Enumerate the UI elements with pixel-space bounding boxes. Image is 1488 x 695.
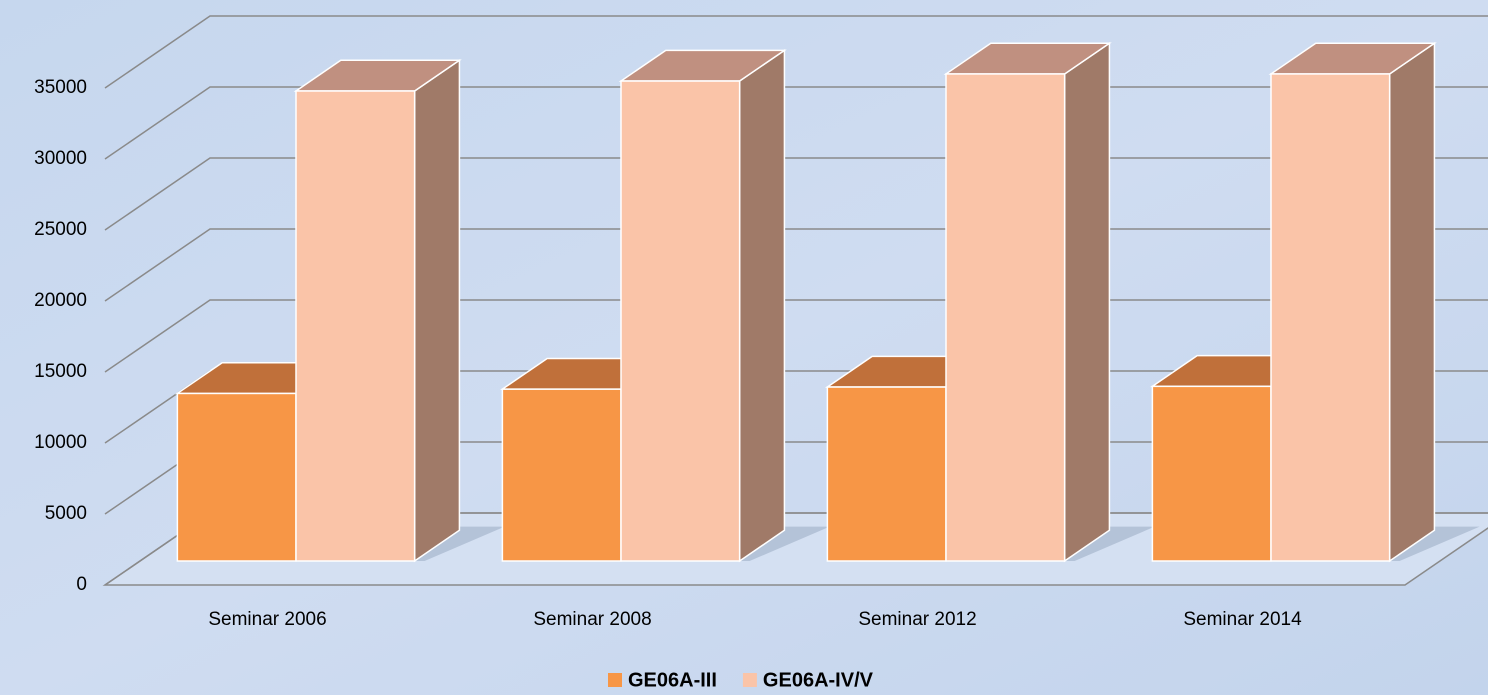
y-tick-label: 10000	[34, 432, 87, 453]
legend-label: GE06A-IV/V	[763, 669, 874, 691]
x-tick-label: Seminar 2008	[533, 609, 651, 630]
y-tick-label: 20000	[34, 290, 87, 311]
legend-label: GE06A-III	[628, 669, 717, 691]
bar	[826, 386, 947, 562]
y-tick-label: 0	[76, 574, 87, 595]
x-tick-label: Seminar 2006	[208, 609, 326, 630]
bar	[1151, 385, 1272, 562]
x-tick-label: Seminar 2012	[858, 609, 976, 630]
bar-side	[413, 58, 461, 563]
legend-swatch	[742, 673, 757, 687]
bar-side	[738, 48, 786, 563]
y-tick-label: 30000	[34, 148, 87, 169]
bar	[501, 388, 622, 562]
y-tick-label: 5000	[45, 503, 87, 524]
y-tick-label: 35000	[34, 77, 87, 98]
bar	[1270, 73, 1391, 562]
y-tick-label: 15000	[34, 361, 87, 382]
bar	[295, 90, 416, 562]
bar-side	[1388, 41, 1436, 563]
bar	[945, 73, 1066, 562]
y-tick-label: 25000	[34, 219, 87, 240]
grid-line	[104, 15, 1488, 89]
x-tick-label: Seminar 2014	[1183, 609, 1302, 630]
legend-swatch	[608, 673, 622, 687]
bar	[176, 392, 297, 562]
bar	[620, 80, 741, 562]
bar-side	[1063, 41, 1111, 563]
